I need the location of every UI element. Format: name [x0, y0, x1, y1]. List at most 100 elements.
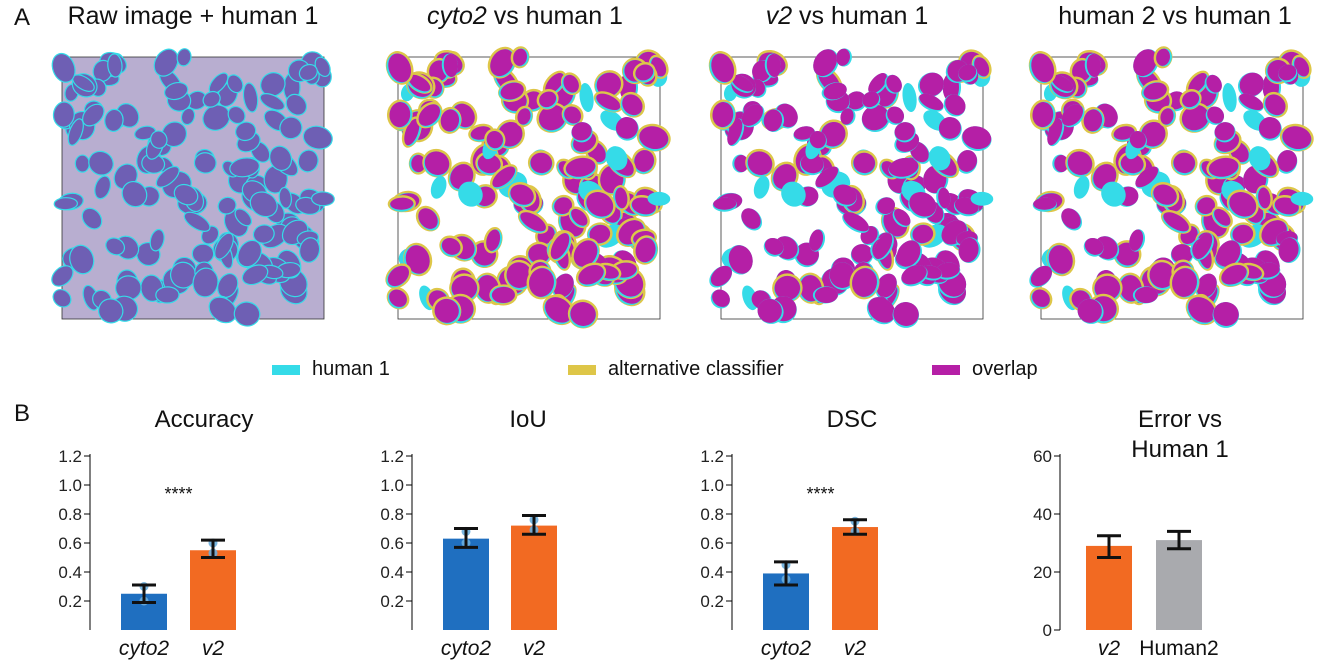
overlap-cell — [1032, 289, 1050, 307]
cell-outline — [279, 116, 303, 140]
overlap-cell — [1047, 118, 1063, 146]
x-tick-label: cyto2 — [119, 637, 170, 660]
chart-title-dsc: DSC — [826, 406, 878, 433]
overlap-cell — [764, 237, 784, 255]
title-text: vs human 1 — [486, 2, 623, 30]
human1-only-cell — [458, 181, 483, 207]
overlap-cell — [877, 197, 896, 215]
overlap-cell — [634, 150, 655, 172]
overlap-cell — [1193, 233, 1213, 260]
overlap-cell — [1135, 166, 1159, 188]
overlap-cell — [712, 289, 730, 307]
overlap-cell — [774, 275, 801, 301]
cell-outline — [208, 296, 237, 324]
chart-title-iou: IoU — [509, 406, 547, 433]
overlap-cell — [728, 245, 753, 274]
cell-outline — [233, 301, 261, 327]
overlap-cell — [1172, 268, 1197, 297]
overlap-cell — [846, 91, 866, 110]
overlap-cell — [1033, 197, 1057, 210]
cell-outline — [278, 186, 292, 209]
cell-outline — [229, 157, 260, 178]
overlap-cell — [962, 126, 992, 150]
overlap-cell — [1134, 286, 1158, 304]
overlap-cell — [477, 154, 501, 174]
legend-label: overlap — [972, 358, 1038, 380]
overlap-cell — [829, 262, 855, 288]
cell-outline — [149, 228, 165, 252]
overlap-cell — [550, 233, 570, 260]
cell-outline — [214, 232, 234, 260]
overlap-cell — [390, 197, 414, 210]
human1-only-cell — [605, 146, 628, 171]
y-tick-label: 0.2 — [700, 592, 724, 611]
overlap-cell — [615, 117, 638, 139]
overlap-cell — [938, 117, 961, 139]
overlap-cell — [912, 224, 934, 244]
bar-v2 — [1086, 545, 1132, 630]
overlap-cell — [1278, 64, 1297, 81]
overlap-cell — [510, 184, 534, 205]
overlap-cell — [793, 126, 815, 140]
overlap-cell — [578, 264, 604, 285]
overlap-cell — [823, 82, 847, 100]
panel-b-label: B — [14, 400, 31, 427]
legend-label: human 1 — [312, 358, 390, 380]
cell-outline — [259, 93, 285, 111]
overlap-cell — [974, 57, 990, 77]
overlap-cell — [404, 118, 420, 146]
x-tick-label: v2 — [844, 637, 867, 660]
cell-outline — [183, 211, 211, 232]
legend-alternative-classifier: alternative classifier — [568, 358, 784, 381]
cell-outline — [176, 48, 192, 67]
y-tick-label: 0.2 — [380, 592, 404, 611]
overlap-cell — [1084, 237, 1104, 255]
overlap-cell — [1229, 192, 1257, 217]
cell-outline — [52, 288, 72, 308]
cell-outline — [241, 264, 269, 286]
overlap-cell — [486, 229, 501, 251]
overlap-cell — [1133, 49, 1157, 77]
overlap-cell — [1061, 104, 1084, 126]
overlap-cell — [387, 265, 409, 287]
title-text: vs human 1 — [792, 2, 929, 30]
overlap-cell — [809, 130, 826, 149]
overlap-cell — [893, 302, 919, 326]
overlap-cell — [1188, 73, 1207, 94]
overlap-cell — [734, 155, 749, 173]
chart-0: 0.2 0.4 0.6 0.8 1.0 1.2 cyto2 v2 **** — [58, 447, 236, 660]
overlap-cell — [800, 154, 824, 174]
chart-1: 0.2 0.4 0.6 0.8 1.0 1.2 cyto2 v2 — [380, 447, 557, 660]
overlap-cell — [731, 74, 754, 92]
cell-outline — [88, 150, 114, 176]
overlap-cell — [1173, 152, 1196, 174]
legend-human-1: human 1 — [272, 358, 390, 381]
overlap-cell — [596, 93, 621, 111]
cell-outline — [121, 180, 148, 208]
overlap-cell — [564, 106, 582, 124]
overlap-cell — [1239, 93, 1264, 111]
overlap-cell — [1120, 154, 1144, 174]
cell-outline — [260, 72, 286, 97]
legend-overlap: overlap — [932, 358, 1038, 381]
overlap-cell — [1032, 102, 1054, 128]
y-tick-label: 0 — [1043, 621, 1052, 640]
overlap-cell — [1213, 302, 1239, 326]
human1-only-cell — [970, 191, 994, 206]
overlap-cell — [528, 244, 550, 264]
chart-3: 0 20 40 60 v2 Human2 — [1033, 447, 1219, 660]
overlap-cell — [1294, 57, 1310, 77]
cell-outline — [192, 267, 219, 298]
overlap-cell — [571, 208, 588, 226]
overlap-cell — [545, 297, 573, 323]
overlap-cell — [506, 262, 532, 288]
overlap-cell — [814, 286, 838, 304]
cell-outline — [217, 196, 237, 215]
panel-a-title-1: Raw image + human 1 — [48, 2, 338, 31]
y-tick-label: 0.6 — [380, 534, 404, 553]
overlap-cell — [529, 268, 554, 297]
segmentation-panel-1 — [51, 48, 335, 327]
cell-outline — [51, 265, 74, 287]
overlap-cell — [1160, 108, 1174, 125]
